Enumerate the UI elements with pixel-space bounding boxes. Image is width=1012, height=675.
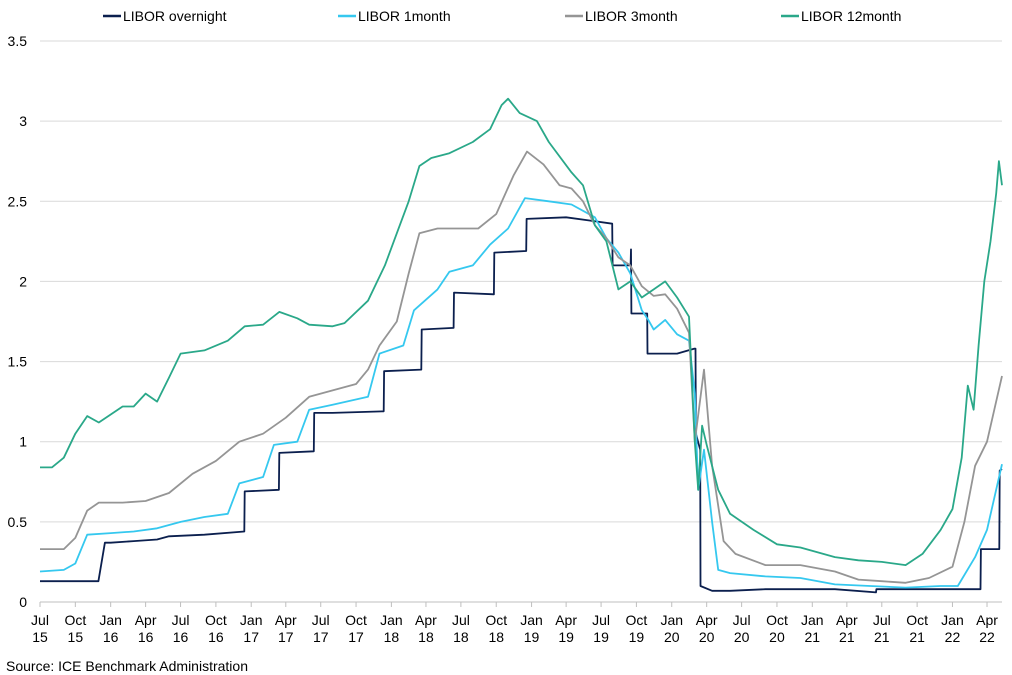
x-tick-month: Jan (660, 612, 683, 628)
x-tick-month: Apr (696, 612, 718, 628)
x-tick-year: 17 (278, 629, 294, 645)
x-tick-month: Jan (520, 612, 543, 628)
y-tick-label: 2.5 (8, 193, 28, 209)
x-tick-month: Jul (31, 612, 49, 628)
x-tick-year: 20 (664, 629, 680, 645)
x-tick-year: 21 (839, 629, 855, 645)
x-tick-year: 21 (804, 629, 820, 645)
x-tick-month: Jul (172, 612, 190, 628)
x-tick-month: Jul (733, 612, 751, 628)
x-tick-month: Oct (766, 612, 788, 628)
x-tick-year: 16 (173, 629, 189, 645)
x-tick-year: 19 (593, 629, 609, 645)
legend-label: LIBOR 12month (801, 8, 901, 24)
x-tick-year: 17 (313, 629, 329, 645)
x-tick-month: Apr (836, 612, 858, 628)
x-tick-month: Oct (205, 612, 227, 628)
series-lines (39, 97, 1003, 594)
x-tick-year: 18 (488, 629, 504, 645)
x-tick-year: 20 (699, 629, 715, 645)
x-tick-month: Oct (485, 612, 507, 628)
x-tick-year: 20 (769, 629, 785, 645)
x-tick-year: 16 (103, 629, 119, 645)
y-tick-label: 0 (19, 594, 27, 610)
x-tick-month: Jul (873, 612, 891, 628)
x-tick-month: Oct (64, 612, 86, 628)
x-tick-year: 21 (874, 629, 890, 645)
y-tick-label: 3.5 (8, 33, 28, 49)
x-tick-month: Apr (275, 612, 297, 628)
x-tick-month: Jan (801, 612, 824, 628)
x-tick-month: Oct (626, 612, 648, 628)
x-tick-month: Jul (592, 612, 610, 628)
x-tick-month: Apr (135, 612, 157, 628)
series-line (40, 97, 1003, 566)
x-tick-month: Apr (555, 612, 577, 628)
x-tick-labels: Jul15Oct15Jan16Apr16Jul16Oct16Jan17Apr17… (31, 602, 998, 645)
x-tick-month: Jan (380, 612, 403, 628)
x-tick-year: 22 (945, 629, 961, 645)
legend: LIBOR overnight LIBOR 1month LIBOR 3month L… (103, 8, 901, 24)
series-line (40, 216, 1003, 594)
y-tick-label: 1.5 (8, 354, 28, 370)
y-tick-label: 3 (19, 113, 27, 129)
x-tick-year: 17 (348, 629, 364, 645)
x-tick-year: 18 (453, 629, 469, 645)
x-tick-month: Jan (99, 612, 122, 628)
x-tick-year: 16 (138, 629, 154, 645)
x-tick-year: 19 (524, 629, 540, 645)
x-tick-year: 19 (629, 629, 645, 645)
series-line (40, 150, 1003, 584)
x-tick-month: Oct (906, 612, 928, 628)
legend-label: LIBOR overnight (123, 8, 227, 24)
x-tick-year: 17 (243, 629, 259, 645)
x-tick-month: Apr (976, 612, 998, 628)
x-tick-year: 18 (384, 629, 400, 645)
x-tick-month: Jan (941, 612, 964, 628)
x-tick-year: 18 (418, 629, 434, 645)
x-tick-year: 19 (558, 629, 574, 645)
y-tick-label: 1 (19, 434, 27, 450)
x-tick-month: Apr (415, 612, 437, 628)
x-tick-year: 20 (734, 629, 750, 645)
source-note: Source: ICE Benchmark Administration (6, 658, 248, 674)
x-tick-month: Jul (312, 612, 330, 628)
x-tick-year: 22 (979, 629, 995, 645)
x-tick-year: 15 (32, 629, 48, 645)
legend-label: LIBOR 1month (358, 8, 451, 24)
y-tick-label: 0.5 (8, 514, 28, 530)
gridlines (40, 40, 1002, 523)
y-axis: 0 0.5 1 1.5 2 2.5 3 3.5 (8, 33, 28, 610)
series-line (39, 197, 1003, 589)
legend-label: LIBOR 3month (585, 8, 678, 24)
x-tick-month: Jul (452, 612, 470, 628)
x-tick-month: Oct (345, 612, 367, 628)
x-tick-month: Jan (240, 612, 263, 628)
x-tick-year: 21 (909, 629, 925, 645)
x-tick-year: 16 (208, 629, 224, 645)
x-tick-year: 15 (68, 629, 84, 645)
y-tick-label: 2 (19, 273, 27, 289)
